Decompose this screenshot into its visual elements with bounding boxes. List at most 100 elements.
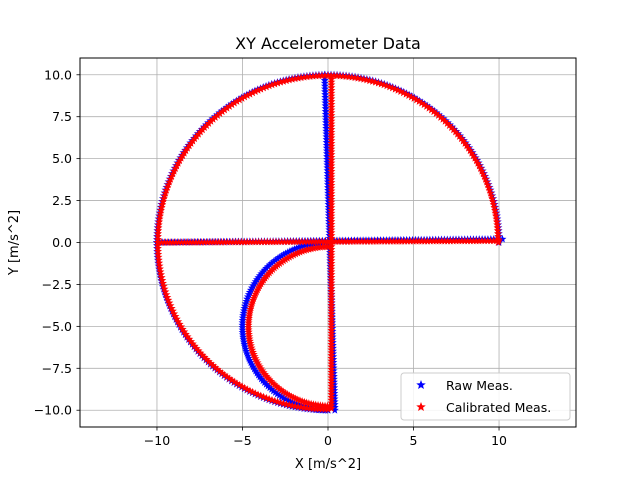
data-point	[263, 237, 272, 246]
data-point	[175, 156, 184, 165]
y-tick-label: −5.0	[42, 319, 72, 334]
data-point	[429, 107, 438, 116]
data-point	[260, 237, 269, 246]
data-point	[220, 237, 229, 246]
data-point	[256, 364, 265, 373]
data-point	[156, 209, 165, 217]
data-point	[311, 237, 320, 246]
data-point	[171, 164, 180, 172]
data-point	[283, 390, 292, 398]
data-point	[258, 277, 267, 286]
data-point	[197, 238, 206, 246]
data-point	[209, 238, 218, 246]
data-point	[250, 352, 259, 360]
data-point	[240, 383, 249, 392]
data-point	[380, 80, 388, 89]
data-point	[238, 382, 247, 390]
data-point	[349, 237, 358, 245]
data-point	[320, 237, 329, 246]
data-point	[353, 74, 362, 82]
data-point	[447, 123, 456, 132]
data-point	[469, 236, 478, 245]
data-point	[248, 296, 257, 304]
data-point	[383, 237, 392, 245]
data-point	[183, 238, 192, 246]
data-point	[480, 236, 489, 245]
data-point	[272, 382, 281, 390]
data-point	[285, 247, 294, 255]
data-point	[289, 250, 298, 259]
data-point	[371, 78, 380, 86]
data-point	[218, 107, 227, 116]
y-tick-label: 0.0	[52, 235, 72, 250]
data-point	[362, 75, 371, 84]
data-point	[251, 366, 260, 375]
data-point	[241, 301, 250, 310]
data-point	[368, 77, 377, 85]
data-point	[166, 301, 175, 310]
data-point	[242, 297, 251, 305]
data-point	[446, 236, 455, 245]
data-point	[225, 374, 234, 382]
data-point	[206, 238, 215, 246]
data-point	[399, 88, 408, 97]
data-point	[277, 251, 286, 260]
data-point	[260, 370, 269, 378]
data-point	[249, 237, 258, 246]
data-point	[463, 236, 472, 245]
data-point	[227, 376, 236, 384]
data-point	[252, 287, 261, 296]
data-point	[166, 238, 175, 246]
data-point	[317, 237, 326, 246]
data-point	[364, 236, 373, 244]
data-point	[243, 292, 252, 301]
data-point	[190, 134, 199, 143]
data-point	[354, 237, 363, 245]
data-point	[198, 125, 207, 134]
data-point	[188, 136, 197, 145]
data-point	[346, 237, 355, 245]
data-point	[165, 298, 174, 307]
data-point	[283, 237, 292, 246]
data-point	[255, 362, 264, 371]
data-point	[487, 191, 496, 200]
data-point	[258, 267, 267, 276]
data-point	[374, 237, 383, 245]
data-point	[258, 376, 267, 385]
data-point	[251, 87, 260, 95]
data-point	[275, 259, 284, 267]
x-tick-label: 10	[491, 433, 507, 448]
data-point	[267, 385, 276, 393]
plot-frame	[79, 57, 577, 428]
data-point	[265, 383, 274, 392]
data-point	[285, 252, 294, 261]
data-point	[200, 238, 209, 246]
data-point	[382, 236, 391, 244]
data-point	[234, 237, 243, 246]
data-point	[330, 406, 339, 414]
data-point	[265, 375, 274, 384]
data-point	[490, 203, 499, 211]
data-point	[260, 378, 269, 386]
data-point	[243, 294, 252, 303]
data-point	[323, 237, 332, 246]
data-point	[163, 293, 172, 301]
data-point	[265, 81, 274, 90]
data-point	[475, 236, 484, 245]
data-point	[248, 88, 257, 97]
data-point	[493, 220, 502, 229]
data-point	[380, 237, 389, 245]
data-point	[158, 276, 167, 284]
data-point	[243, 385, 252, 393]
data-point	[492, 214, 501, 223]
data-point	[245, 90, 254, 98]
data-point	[240, 92, 249, 101]
data-point	[198, 350, 207, 359]
data-point	[287, 251, 296, 260]
data-point	[257, 374, 266, 383]
data-point	[277, 237, 286, 246]
data-point	[258, 366, 267, 375]
data-point	[494, 232, 503, 241]
data-point	[489, 197, 498, 206]
